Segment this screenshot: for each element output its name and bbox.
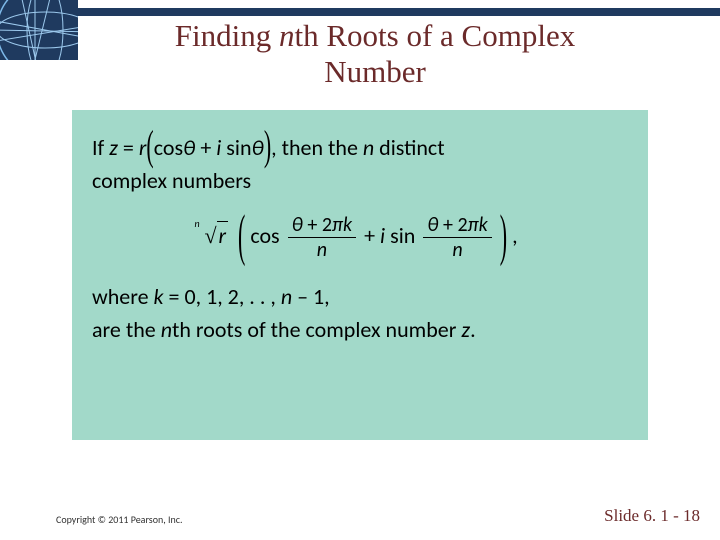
lparen: ( — [146, 121, 153, 170]
are-the: are the — [92, 316, 161, 343]
title-line2: Number — [324, 54, 426, 89]
rparen2: ) — [500, 202, 507, 270]
sin: sin — [226, 134, 251, 161]
root-degree: n — [194, 217, 199, 230]
then: , then the — [271, 134, 363, 161]
var-r: r — [139, 134, 147, 161]
i2: i — [380, 222, 385, 249]
theta2: θ — [252, 134, 264, 161]
theta1: θ — [183, 134, 195, 161]
frac1: θ + 2πk n — [288, 214, 356, 261]
theta4: θ — [427, 213, 438, 237]
cos: cos — [154, 134, 183, 161]
plus3: + — [364, 222, 380, 249]
var-z2: z — [461, 316, 470, 343]
n2: n — [281, 283, 292, 310]
if-text: If — [92, 134, 109, 161]
period: . — [470, 316, 476, 343]
title-n: n — [279, 18, 295, 53]
surd: √ — [204, 223, 216, 248]
corner-decoration — [0, 0, 78, 60]
var-k: k — [154, 283, 164, 310]
n1: n — [363, 134, 374, 161]
var-z: z — [109, 134, 118, 161]
plus4: + — [438, 213, 457, 237]
twopik1: 2πk — [322, 213, 352, 237]
i1: i — [216, 134, 221, 161]
plus1: + — [195, 134, 216, 161]
den-n1: n — [288, 238, 356, 261]
eq: = — [118, 134, 139, 161]
lparen2: ( — [238, 202, 245, 270]
rparen: ) — [264, 121, 271, 170]
nminus1: – 1, — [292, 283, 330, 310]
sin2: sin — [390, 222, 415, 249]
copyright: Copyright © 2011 Pearson, Inc. — [56, 513, 183, 526]
title-prefix: Finding — [175, 18, 279, 53]
title-suffix: th Roots of a Complex — [295, 18, 576, 53]
klist: = 0, 1, 2, . . , — [164, 283, 281, 310]
den-n2: n — [423, 238, 491, 261]
conclusion-line: are the nth roots of the complex number … — [92, 316, 628, 343]
radicand-r: r — [217, 221, 229, 249]
premise-line: If z = r(cosθ + i sinθ), then the n dist… — [92, 134, 628, 161]
twopik2: 2πk — [457, 213, 487, 237]
frac2: θ + 2πk n — [423, 214, 491, 261]
n3: n — [161, 316, 172, 343]
plus2: + — [303, 213, 322, 237]
slide-number: Slide 6. 1 - 18 — [604, 506, 700, 526]
content-box: If z = r(cosθ + i sinθ), then the n dist… — [72, 110, 648, 440]
complex-numbers-text: complex numbers — [92, 167, 628, 194]
theta3: θ — [292, 213, 303, 237]
slide-title: Finding nth Roots of a Complex Number — [90, 18, 660, 89]
nth-root: n √r — [202, 221, 228, 249]
header-bar — [0, 8, 720, 16]
where: where — [92, 283, 154, 310]
where-line: where k = 0, 1, 2, . . , n – 1, — [92, 283, 628, 310]
formula: n √r ( cos θ + 2πk n + i sin θ + 2πk n )… — [92, 214, 628, 261]
th-roots: th roots of the complex number — [172, 316, 461, 343]
cos2: cos — [250, 222, 279, 249]
distinct: distinct — [374, 134, 444, 161]
